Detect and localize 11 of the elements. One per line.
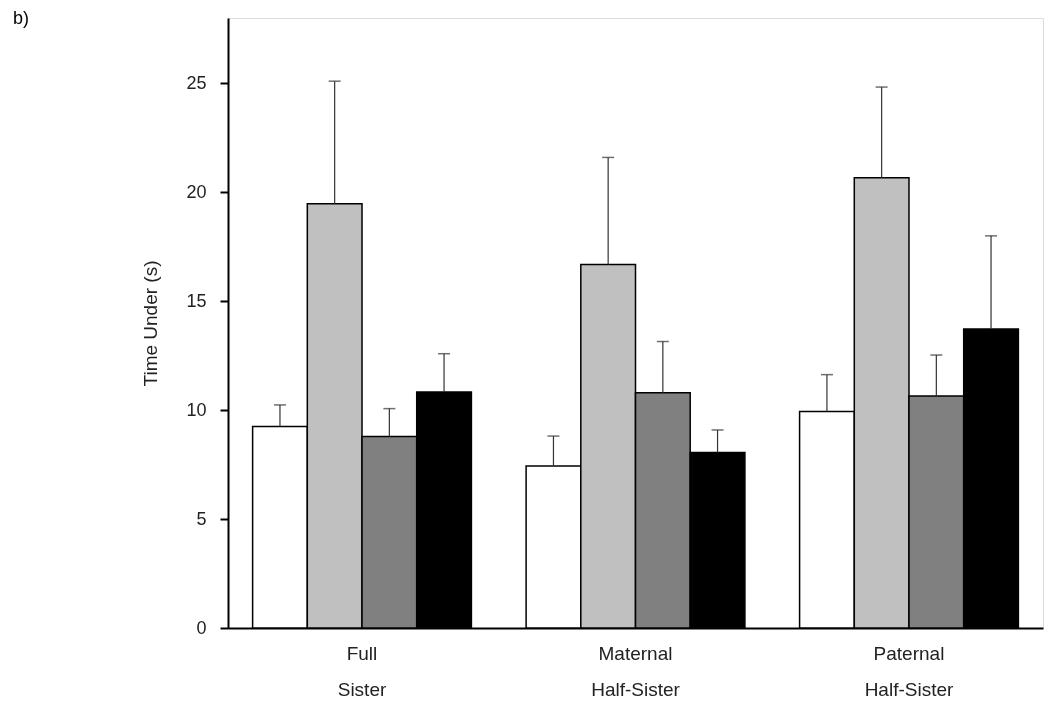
y-tick-label: 25 [186,72,207,93]
x-tick-label: Full Sister [337,642,387,700]
x-tick-label: Maternal Half-Sister [591,642,681,700]
y-tick-label: 10 [186,399,207,420]
y-axis-title: Time Under (s) [140,260,162,387]
text: b) [13,8,30,28]
y-tick-label: 0 [196,617,207,638]
y-tick-label: 15 [186,290,207,311]
y-tick-label: 5 [196,508,207,529]
x-tick-label: Paternal Half-Sister [864,642,954,700]
y-tick-label: 20 [186,181,207,202]
